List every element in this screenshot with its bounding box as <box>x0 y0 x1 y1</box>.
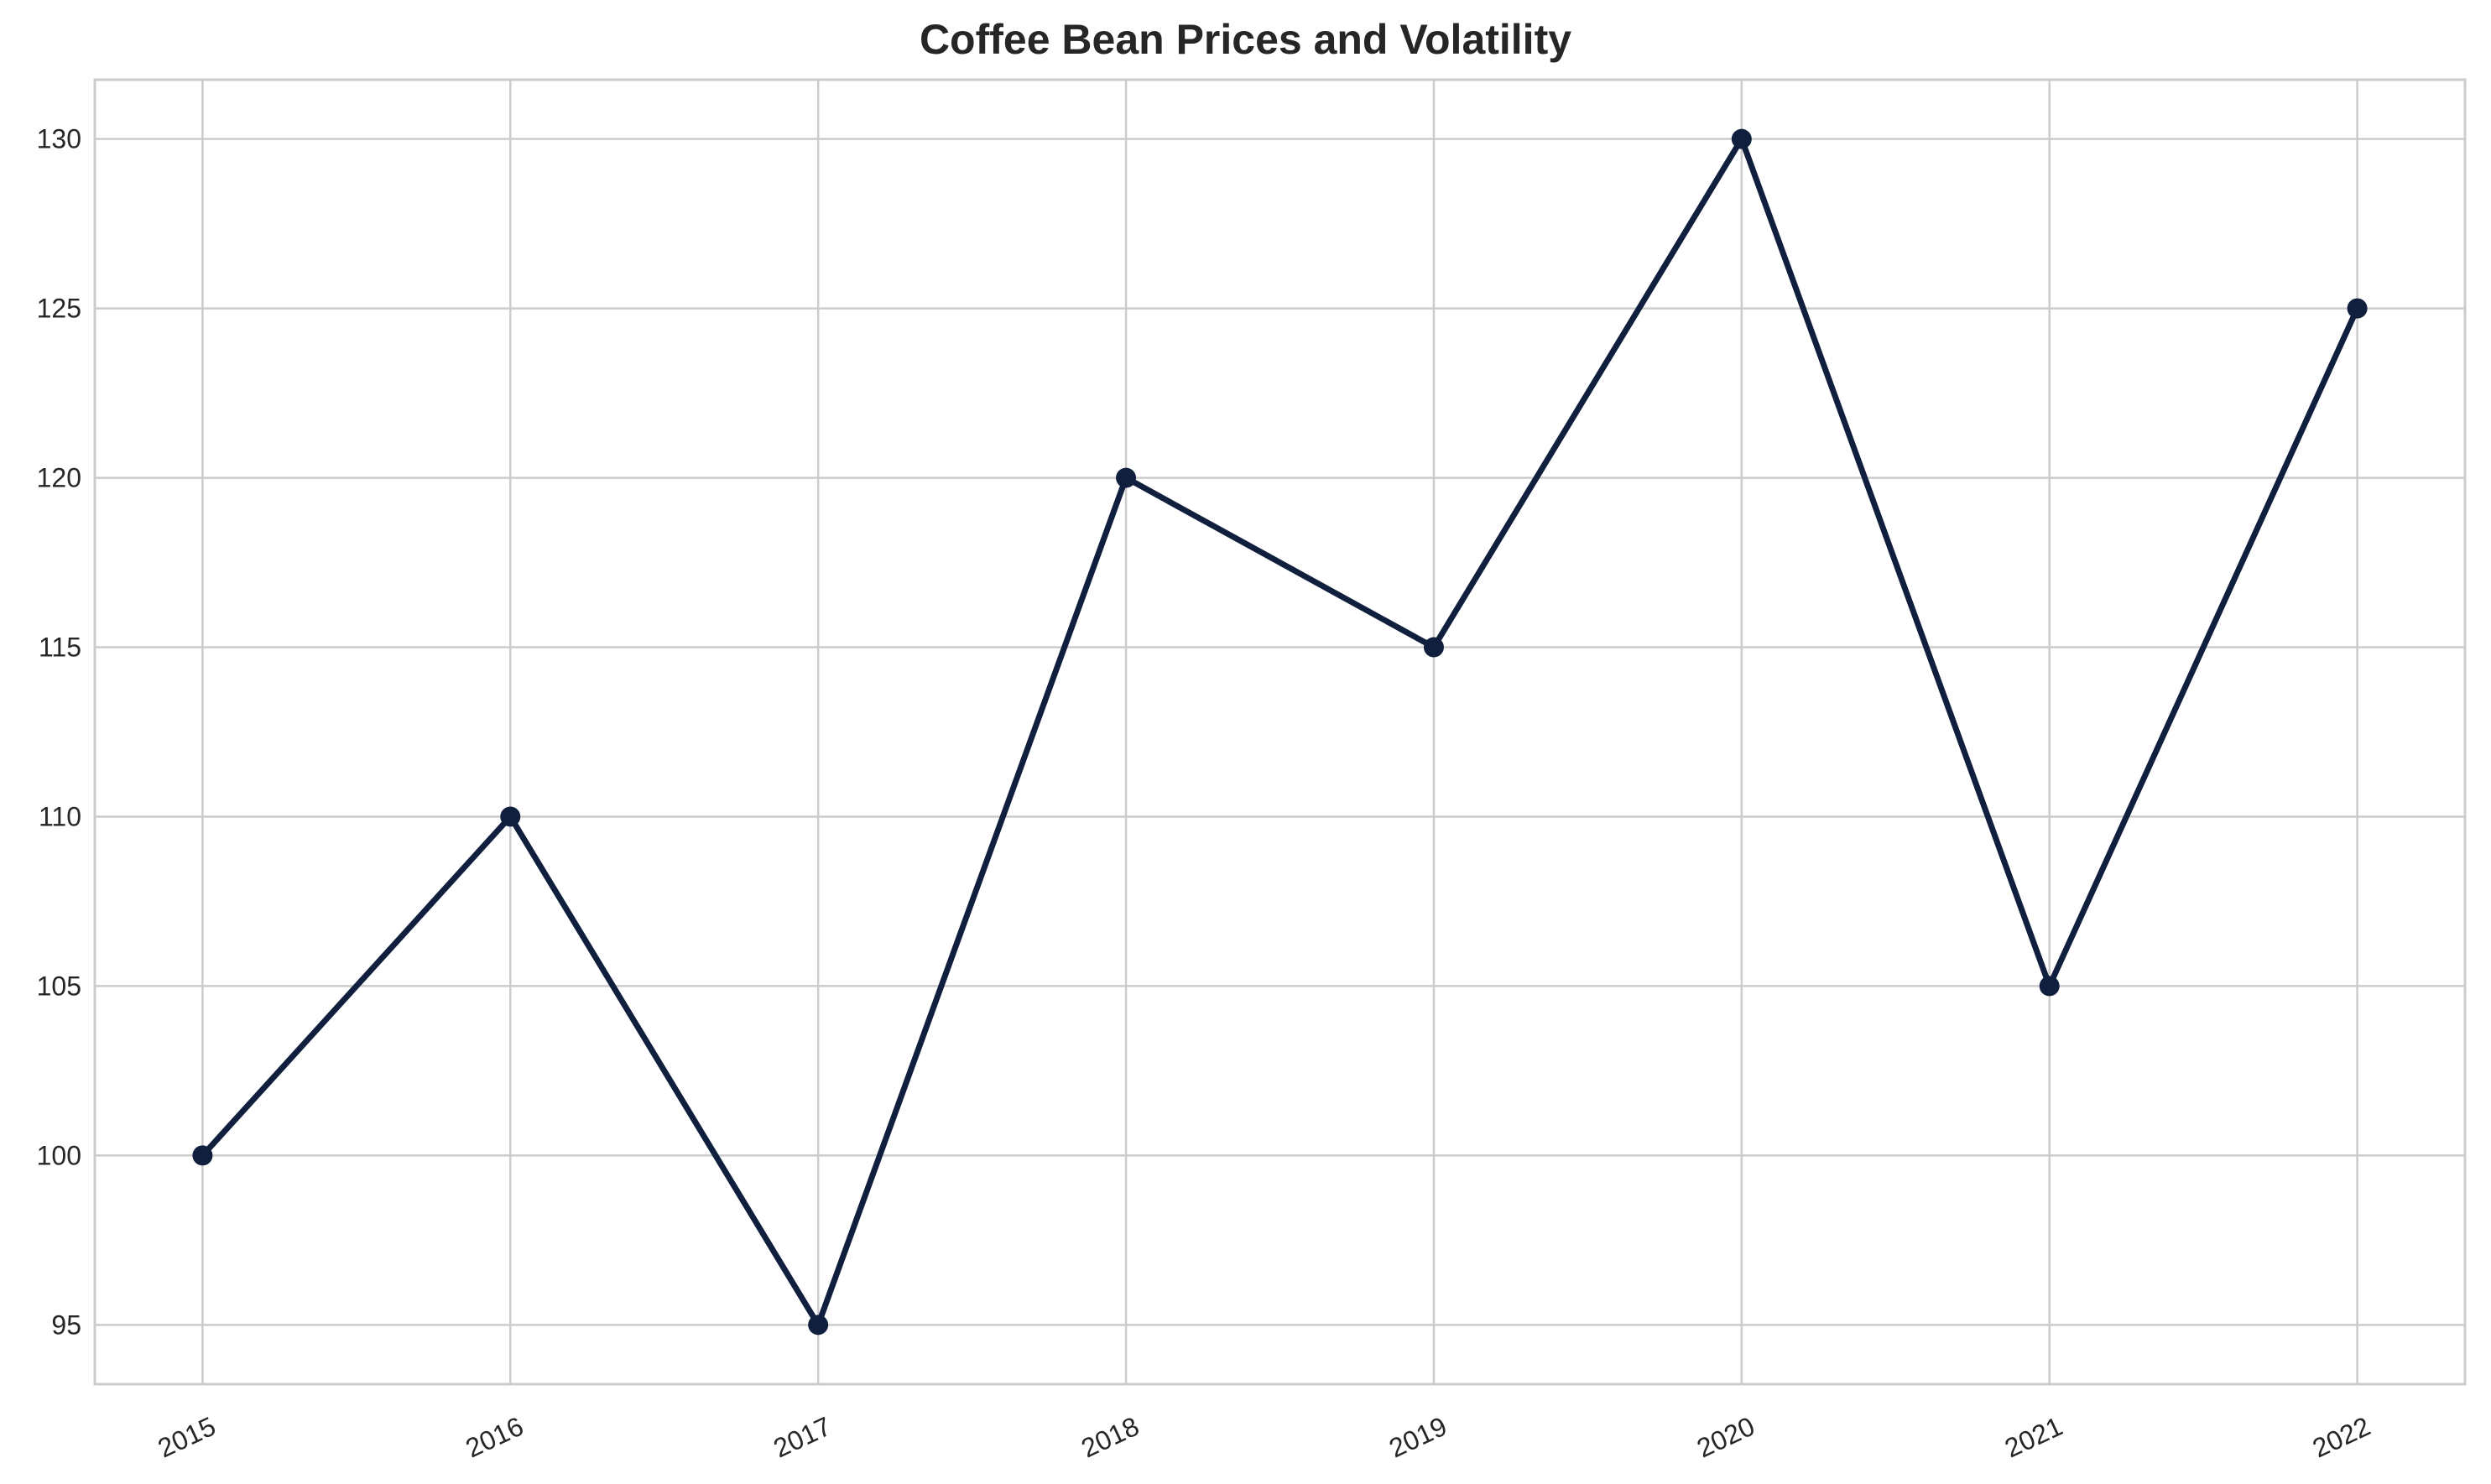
x-axis-ticks: 2015 2016 2017 2018 2019 2020 2021 2022 <box>154 1411 2375 1464</box>
series-layer <box>192 128 2368 1336</box>
x-tick-label: 2017 <box>769 1411 836 1464</box>
data-point <box>2039 976 2060 997</box>
x-tick-label: 2022 <box>2308 1411 2375 1464</box>
x-tick-label: 2020 <box>1692 1411 1759 1464</box>
y-tick-label: 125 <box>37 294 81 324</box>
x-tick-label: 2018 <box>1076 1411 1144 1464</box>
data-point <box>1423 637 1444 658</box>
y-tick-label: 95 <box>51 1310 81 1340</box>
plot-frame <box>93 78 2467 1386</box>
y-tick-label: 120 <box>37 463 81 493</box>
chart-title: Coffee Bean Prices and Volatility <box>919 16 1572 63</box>
grid-layer <box>95 80 2465 1384</box>
x-tick-label: 2016 <box>461 1411 529 1464</box>
x-tick-label: 2015 <box>154 1411 221 1464</box>
y-tick-label: 130 <box>37 124 81 154</box>
y-tick-label: 100 <box>37 1140 81 1170</box>
data-point <box>1731 128 1752 149</box>
data-point <box>808 1315 829 1336</box>
y-tick-label: 115 <box>39 633 81 663</box>
data-point <box>1116 467 1137 488</box>
y-axis-ticks: 95 100 105 110 115 120 125 130 <box>37 124 81 1341</box>
data-point <box>192 1145 213 1166</box>
y-tick-label: 110 <box>39 801 81 831</box>
series-line <box>200 132 2360 1332</box>
y-tick-label: 105 <box>37 971 81 1001</box>
x-tick-label: 2019 <box>1384 1411 1451 1464</box>
data-point <box>500 806 521 827</box>
x-tick-label: 2021 <box>2000 1411 2067 1464</box>
data-point <box>2347 298 2368 319</box>
